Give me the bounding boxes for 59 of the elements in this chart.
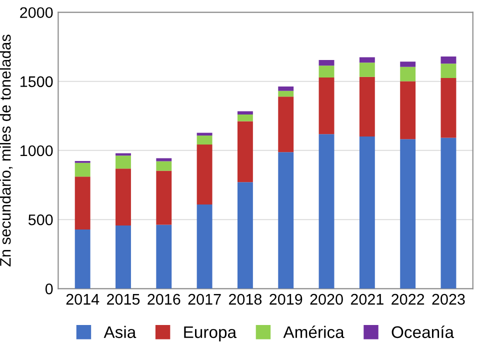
x-tick-label: 2019 [270,294,302,305]
bar [156,158,172,162]
bar [400,81,416,140]
x-tick-label: 2020 [310,294,343,305]
bar [74,176,90,230]
y-tick-label: 1000 [20,145,53,156]
bar [318,66,334,78]
bar [116,153,131,156]
x-tick-label: 2016 [148,294,180,305]
bar [278,86,294,91]
bar [156,161,172,171]
bar [400,66,416,82]
bar [400,139,416,289]
y-tick-label: 1500 [20,76,53,88]
bar [318,78,334,134]
legend-label: Asia [104,326,136,338]
y-tick-label: 2000 [20,7,53,18]
bar [440,138,456,289]
bar [318,134,334,289]
bar [196,132,212,136]
bar [359,62,375,77]
bar [400,62,416,67]
bar [278,90,294,97]
legend-label: Europa [184,326,237,342]
legend-label: Oceanía [392,326,454,338]
x-tick-label: 2023 [432,294,465,305]
bar [74,230,90,289]
bar [440,78,456,138]
bar [156,224,172,289]
bar [116,226,131,289]
bar [237,182,253,289]
bar [196,144,212,204]
x-tick-label: 2021 [350,294,384,305]
bar [237,121,253,182]
bar [359,76,375,137]
bar [156,170,172,225]
x-tick-label: 2018 [228,294,262,305]
y-axis-title: Zn secundario, miles de toneladas [0,34,13,266]
bar [196,136,212,145]
bar [237,111,253,115]
bar [440,56,456,64]
x-tick-label: 2017 [188,294,221,305]
bar [116,168,131,226]
bar [116,156,131,169]
bar [359,57,375,63]
y-tick-label: 500 [28,214,53,226]
x-tick-label: 2015 [107,294,140,305]
legend-label: América [283,326,344,338]
bar [440,64,456,78]
bar [278,152,294,289]
bar [278,96,294,152]
bar [74,162,90,177]
y-tick-label: 0 [45,284,53,294]
bar [318,60,334,66]
x-tick-label: 2022 [392,294,424,305]
bar [237,114,253,122]
bar [359,136,375,289]
bar [196,204,212,289]
x-tick-label: 2014 [66,294,100,305]
